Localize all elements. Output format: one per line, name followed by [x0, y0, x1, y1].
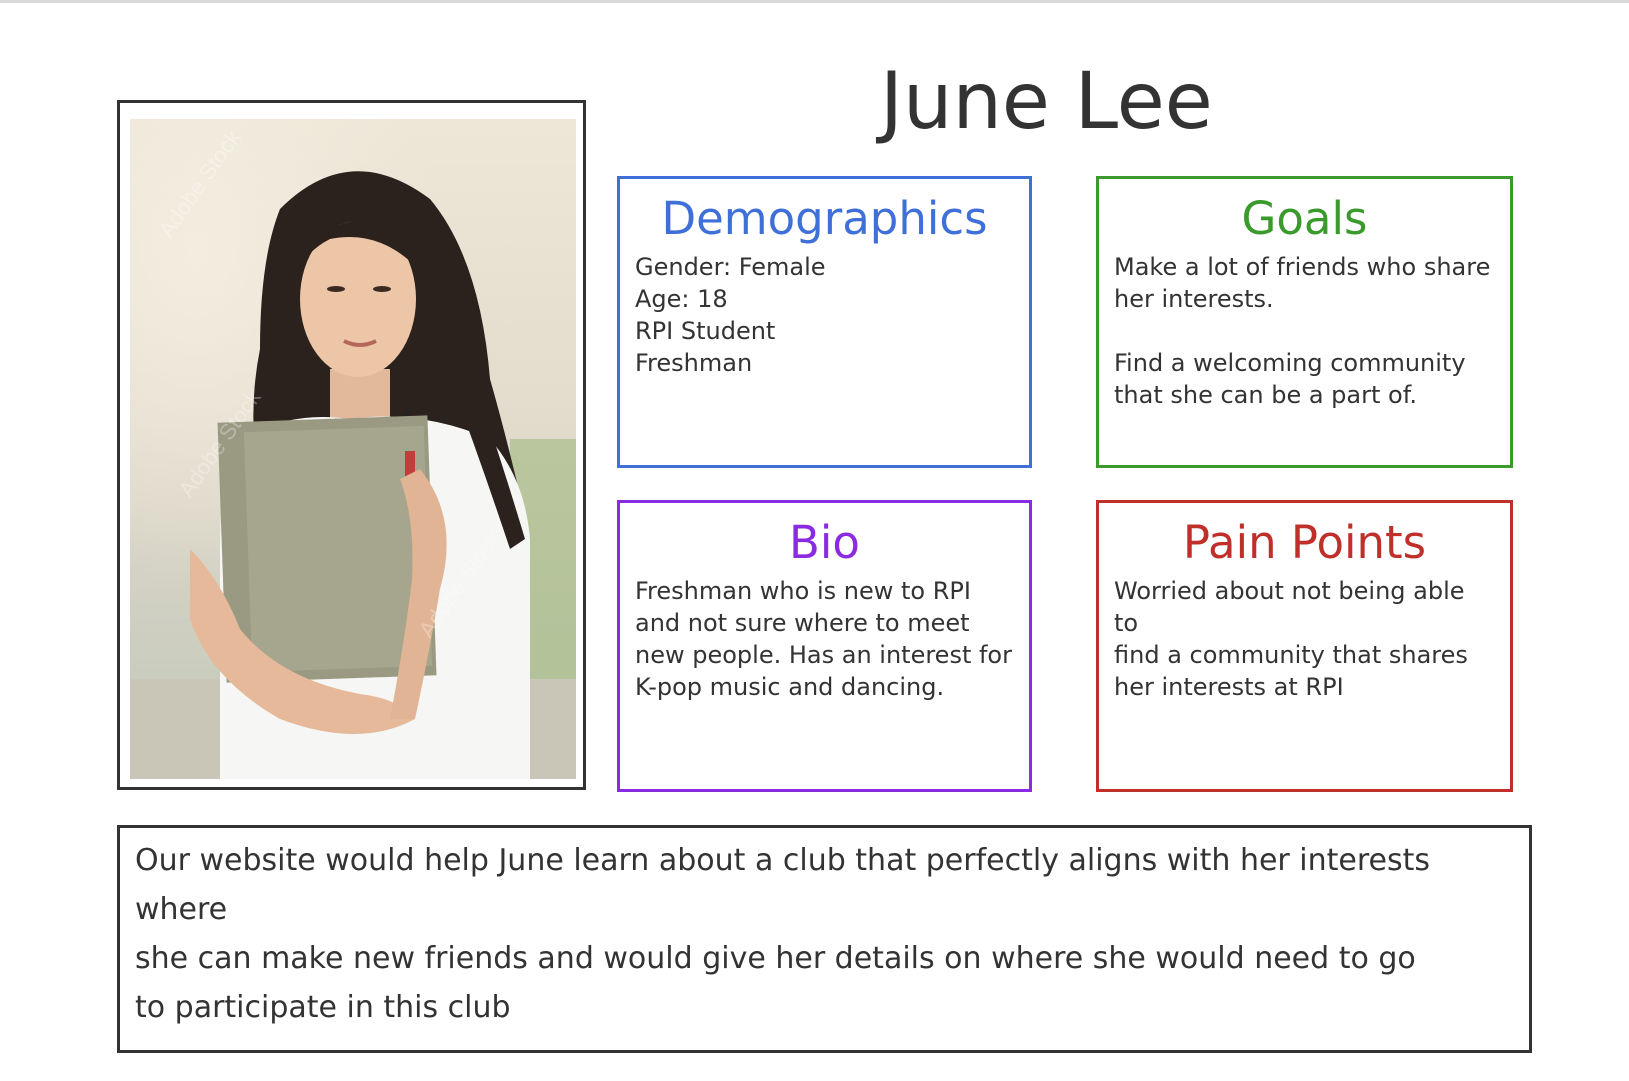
goals-body: Make a lot of friends who share her inte… [1114, 253, 1491, 409]
pain-points-title: Pain Points [1182, 516, 1427, 569]
goals-card: Goals Make a lot of friends who share he… [1096, 176, 1513, 468]
bio-title: Bio [789, 516, 860, 569]
top-divider [0, 0, 1629, 3]
persona-photo-illustration: Adobe Stock Adobe Stock Adobe Stock [130, 125, 576, 779]
persona-photo: Adobe Stock Adobe Stock Adobe Stock [130, 119, 576, 779]
summary-text: Our website would help June learn about … [135, 843, 1431, 1025]
persona-name: June Lee [880, 57, 1213, 147]
persona-photo-frame: Adobe Stock Adobe Stock Adobe Stock [117, 100, 586, 790]
summary-box: Our website would help June learn about … [117, 825, 1532, 1053]
demographics-card: Demographics Gender: Female Age: 18 RPI … [617, 176, 1032, 468]
svg-text:Adobe Stock: Adobe Stock [154, 125, 247, 242]
goals-title: Goals [1241, 192, 1368, 245]
pain-points-body: Worried about not being able to find a c… [1114, 577, 1468, 701]
demographics-title: Demographics [661, 192, 988, 245]
demographics-body: Gender: Female Age: 18 RPI Student Fresh… [635, 253, 826, 377]
pain-points-card: Pain Points Worried about not being able… [1096, 500, 1513, 792]
bio-body: Freshman who is new to RPI and not sure … [635, 577, 1012, 701]
bio-card: Bio Freshman who is new to RPI and not s… [617, 500, 1032, 792]
